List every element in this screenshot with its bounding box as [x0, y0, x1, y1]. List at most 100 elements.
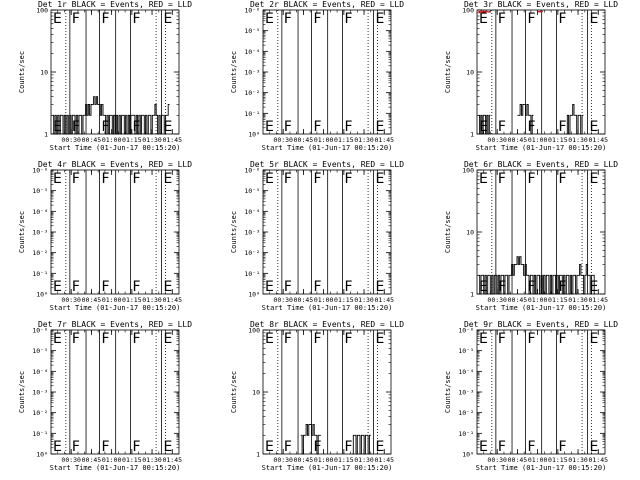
flag-label-top: F	[314, 331, 322, 347]
flag-label-bottom: E	[375, 279, 384, 295]
flag-label-top: F	[558, 11, 566, 27]
y-tick-label: 10⁻³	[244, 69, 260, 77]
y-tick-label: 10⁻⁶	[244, 167, 260, 175]
y-axis-label: Counts/sec	[230, 51, 238, 93]
flag-label-top: F	[132, 171, 140, 187]
flag-label-top: F	[314, 171, 322, 187]
y-tick-label: 10⁻⁶	[458, 327, 474, 335]
flag-label-bottom: F	[498, 119, 506, 135]
flag-label-bottom: E	[479, 439, 488, 455]
chart-panel-1: Det 1r BLACK = Events, RED = LLD 1 10 100 00…	[18, 0, 192, 152]
chart-title: Det 4r BLACK = Events, RED = LLD	[38, 160, 192, 169]
chart-panel-9: Det 9r BLACK = Events, RED = LLD 10⁰ 10⁻¹ 1…	[444, 320, 618, 472]
flag-label-top: E	[589, 171, 598, 187]
x-tick-label: 01:15	[548, 136, 568, 144]
x-tick-label: 01:15	[122, 296, 142, 304]
flag-label-bottom: F	[314, 279, 322, 295]
flag-label-top: F	[528, 11, 536, 27]
chart-title: Det 1r BLACK = Events, RED = LLD	[38, 0, 192, 9]
flag-label-bottom: E	[163, 279, 172, 295]
y-tick-label: 10⁰	[248, 291, 260, 299]
x-tick-label: 01:15	[122, 456, 142, 464]
x-tick-label: 00:45	[82, 296, 102, 304]
flag-label-bottom: F	[72, 279, 80, 295]
x-axis-label: Start Time (01-Jun-17 00:15:20)	[476, 464, 607, 472]
x-tick-label: 01:30	[142, 296, 162, 304]
flag-label-bottom: F	[344, 279, 352, 295]
flag-label-bottom: F	[102, 279, 110, 295]
flag-label-top: F	[72, 331, 80, 347]
flag-label-top: E	[375, 11, 384, 27]
y-tick-label: 10⁻²	[244, 89, 260, 97]
x-tick-label: 01:30	[568, 136, 588, 144]
flag-label-top: E	[479, 171, 488, 187]
data-series-1-line	[478, 114, 491, 135]
x-tick-label: 00:30	[61, 296, 81, 304]
flag-label-top: F	[558, 331, 566, 347]
flag-label-top: F	[498, 11, 506, 27]
data-series-1-line	[52, 96, 170, 135]
flag-label-top: F	[344, 171, 352, 187]
x-tick-label: 01:00	[102, 296, 122, 304]
chart-title: Det 9r BLACK = Events, RED = LLD	[464, 320, 618, 329]
x-axis-label: Start Time (01-Jun-17 00:15:20)	[262, 144, 393, 152]
y-tick-label: 10⁻⁶	[244, 7, 260, 15]
y-tick-label: 10⁻²	[458, 409, 474, 417]
flag-label-top: E	[163, 331, 172, 347]
x-tick-label: 01:15	[334, 296, 354, 304]
flag-label-bottom: E	[53, 279, 62, 295]
flag-label-top: F	[314, 11, 322, 27]
y-tick-label: 10⁻⁴	[244, 208, 260, 216]
flag-label-top: F	[558, 171, 566, 187]
flag-label-bottom: F	[284, 119, 292, 135]
x-axis-label: Start Time (01-Jun-17 00:15:20)	[50, 304, 181, 312]
flag-label-top: F	[284, 11, 292, 27]
flag-label-bottom: F	[284, 439, 292, 455]
y-tick-label: 10⁻²	[244, 249, 260, 257]
x-axis-label: Start Time (01-Jun-17 00:15:20)	[50, 144, 181, 152]
y-tick-label: 10⁰	[462, 451, 474, 459]
y-tick-label: 1	[470, 131, 474, 139]
x-tick-label: 00:45	[82, 136, 102, 144]
x-tick-label: 00:30	[273, 296, 293, 304]
chart-panel-3: Det 3r BLACK = Events, RED = LLD 1 10 100 00…	[444, 0, 618, 152]
flag-label-bottom: F	[558, 119, 566, 135]
y-tick-label: 10⁻²	[32, 409, 48, 417]
x-tick-label: 00:30	[487, 456, 507, 464]
x-tick-label: 01:45	[588, 136, 608, 144]
x-tick-label: 01:00	[528, 456, 548, 464]
flag-label-bottom: F	[102, 439, 110, 455]
y-tick-label: 10⁻¹	[32, 270, 48, 278]
x-tick-label: 01:30	[568, 456, 588, 464]
x-tick-label: 00:30	[61, 136, 81, 144]
x-tick-label: 01:15	[334, 136, 354, 144]
x-tick-label: 01:00	[528, 296, 548, 304]
x-tick-label: 01:00	[102, 456, 122, 464]
flag-label-bottom: F	[498, 279, 506, 295]
x-tick-label: 01:00	[528, 136, 548, 144]
x-axis-label: Start Time (01-Jun-17 00:15:20)	[476, 304, 607, 312]
flag-label-bottom: E	[163, 119, 172, 135]
y-tick-label: 10⁻⁴	[32, 208, 48, 216]
y-tick-label: 1	[256, 451, 260, 459]
x-tick-label: 01:30	[354, 136, 374, 144]
x-tick-label: 00:45	[294, 296, 314, 304]
y-tick-label: 10	[466, 69, 474, 77]
x-tick-label: 01:45	[588, 456, 608, 464]
data-series-1-line	[478, 256, 596, 295]
x-tick-label: 01:30	[142, 136, 162, 144]
y-tick-label: 1	[470, 291, 474, 299]
y-tick-label: 100	[248, 327, 260, 335]
flag-label-top: E	[53, 11, 62, 27]
flag-label-bottom: F	[132, 439, 140, 455]
y-tick-label: 10	[466, 229, 474, 237]
x-tick-label: 00:45	[82, 456, 102, 464]
flag-label-bottom: F	[528, 119, 536, 135]
flag-label-bottom: F	[528, 279, 536, 295]
x-tick-label: 01:30	[568, 296, 588, 304]
y-tick-label: 10⁻⁶	[32, 167, 48, 175]
y-tick-label: 10⁻²	[32, 249, 48, 257]
x-tick-label: 01:30	[354, 456, 374, 464]
y-tick-label: 100	[462, 167, 474, 175]
